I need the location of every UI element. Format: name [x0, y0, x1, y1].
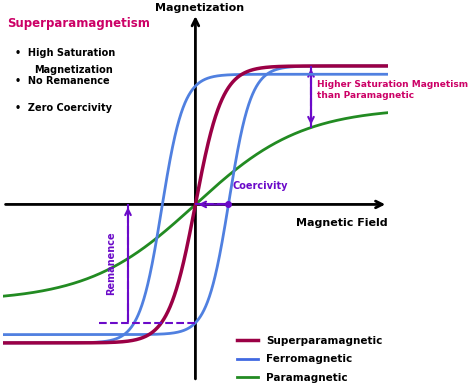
Text: Remanence: Remanence: [106, 232, 116, 295]
Text: Magnetization: Magnetization: [34, 64, 113, 74]
Text: •  Zero Coercivity: • Zero Coercivity: [15, 103, 112, 113]
Text: Magnetic Field: Magnetic Field: [296, 218, 388, 228]
Text: Magnetization: Magnetization: [155, 3, 244, 13]
Text: •  High Saturation: • High Saturation: [15, 48, 115, 58]
Text: •  No Remanence: • No Remanence: [15, 76, 109, 86]
Legend: Superparamagnetic, Ferromagnetic, Paramagnetic: Superparamagnetic, Ferromagnetic, Parama…: [233, 332, 387, 387]
Text: Higher Saturation Magnetism
than Paramagnetic: Higher Saturation Magnetism than Paramag…: [317, 80, 468, 100]
Text: Coercivity: Coercivity: [232, 180, 288, 191]
Text: Superparamagnetism: Superparamagnetism: [8, 17, 150, 31]
